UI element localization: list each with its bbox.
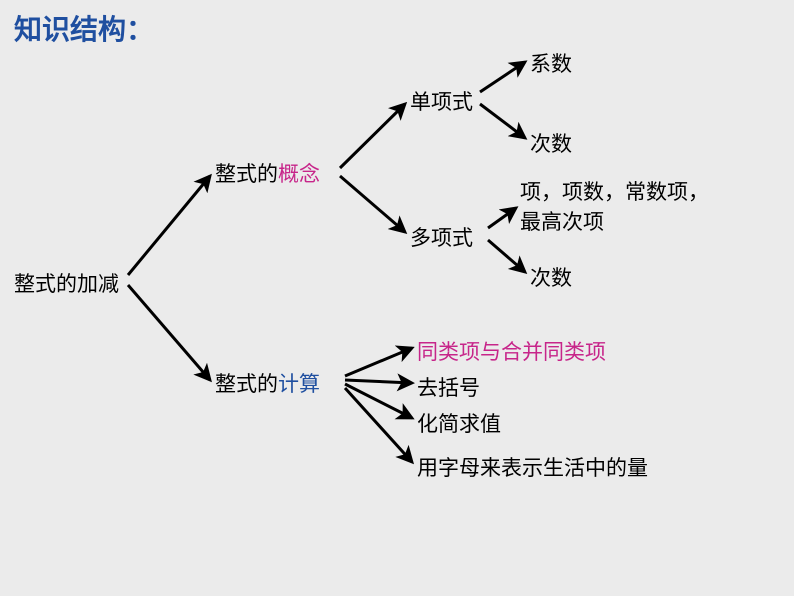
arrow-line bbox=[480, 104, 525, 138]
node-poly-detail2: 最高次项 bbox=[520, 206, 604, 236]
arrow-line bbox=[345, 384, 412, 418]
node-concept-pre: 整式的 bbox=[215, 163, 278, 186]
arrow-line bbox=[488, 208, 516, 228]
node-letters: 用字母来表示生活中的量 bbox=[417, 452, 648, 482]
node-calc-pre: 整式的 bbox=[215, 373, 278, 396]
title-text: 知识结构： bbox=[14, 14, 154, 45]
arrow-line bbox=[128, 285, 210, 380]
arrow-line bbox=[345, 388, 412, 462]
node-degree1: 次数 bbox=[530, 128, 572, 158]
arrow-line bbox=[480, 62, 525, 92]
node-calc: 整式的计算 bbox=[215, 368, 320, 398]
arrow-line bbox=[345, 380, 412, 383]
node-monomial: 单项式 bbox=[410, 86, 473, 116]
node-like-terms-hl: 同类项 bbox=[417, 341, 480, 364]
node-poly-detail1: 项，项数，常数项， bbox=[520, 176, 709, 206]
node-concept-hl: 概念 bbox=[278, 163, 320, 186]
node-polynomial: 多项式 bbox=[410, 222, 473, 252]
node-root: 整式的加减 bbox=[14, 268, 119, 298]
arrow-line bbox=[340, 176, 405, 232]
node-like-terms: 同类项与合并同类项 bbox=[417, 336, 606, 366]
arrow-line bbox=[488, 240, 525, 272]
node-remove-brackets: 去括号 bbox=[417, 372, 480, 402]
node-degree2: 次数 bbox=[530, 262, 572, 292]
node-like-terms-post: 与合并同类项 bbox=[480, 341, 606, 364]
arrow-line bbox=[345, 348, 412, 376]
arrow-line bbox=[340, 104, 405, 168]
node-simplify: 化简求值 bbox=[417, 408, 501, 438]
arrow-line bbox=[128, 176, 210, 275]
node-concept: 整式的概念 bbox=[215, 158, 320, 188]
node-calc-hl: 计算 bbox=[278, 373, 320, 396]
page-title: 知识结构： bbox=[14, 8, 154, 48]
node-coefficient: 系数 bbox=[530, 48, 572, 78]
